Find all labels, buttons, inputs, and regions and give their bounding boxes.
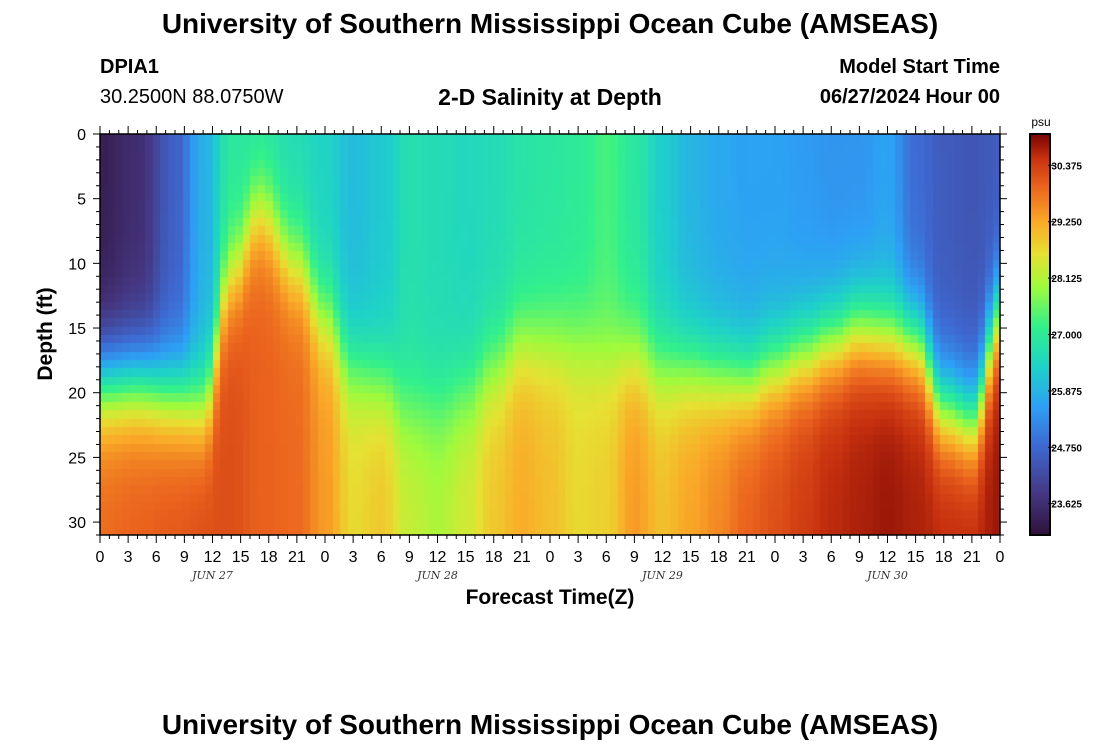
x-tick-label: 21: [288, 549, 306, 566]
y-tick-label: 10: [68, 256, 86, 273]
x-tick-label: 18: [935, 549, 953, 566]
x-tick-label: 9: [855, 549, 864, 566]
colorbar-units: psu: [1031, 115, 1050, 129]
x-tick-label: 3: [124, 549, 133, 566]
colorbar-border: [1029, 133, 1051, 536]
x-tick-label: 9: [630, 549, 639, 566]
date-label: JUN 29: [640, 569, 683, 582]
x-tick-label: 18: [710, 549, 728, 566]
x-tick-label: 0: [96, 549, 105, 566]
x-tick-label: 18: [260, 549, 278, 566]
x-tick-label: 15: [457, 549, 475, 566]
x-tick-label: 15: [682, 549, 700, 566]
x-tick-label: 0: [996, 549, 1005, 566]
date-label: JUN 30: [865, 569, 908, 582]
x-tick-label: 15: [232, 549, 250, 566]
x-tick-label: 21: [738, 549, 756, 566]
x-tick-label: 0: [546, 549, 555, 566]
page-title: University of Southern Mississippi Ocean…: [161, 8, 939, 39]
date-label: JUN 27: [190, 569, 233, 582]
y-tick-label: 30: [68, 515, 86, 532]
salinity-heatmap: [100, 134, 1000, 535]
x-tick-label: 12: [204, 549, 222, 566]
x-tick-label: 6: [377, 549, 386, 566]
y-tick-label: 25: [68, 450, 86, 467]
plot-border: [99, 133, 1001, 536]
chart-title: 2-D Salinity at Depth: [438, 84, 662, 110]
x-tick-label: 21: [963, 549, 981, 566]
x-tick-label: 3: [574, 549, 583, 566]
colorbar-ticks: 30.375 29.250 28.125 27.000 25.875 24.750 23.6…: [1048, 161, 1082, 511]
footer-title: University of Southern Mississippi Ocean…: [161, 709, 939, 740]
x-tick-label: 21: [513, 549, 531, 566]
y-axis-ticks: 0 5 10 15 20 25 30: [68, 127, 1007, 536]
x-tick-label: 6: [152, 549, 161, 566]
x-tick-label: 15: [907, 549, 925, 566]
x-tick-label: 3: [799, 549, 808, 566]
x-tick-label: 0: [771, 549, 780, 566]
model-start-value: 06/27/2024 Hour 00: [819, 86, 1000, 108]
x-tick-label: 12: [654, 549, 672, 566]
x-axis-ticks: 0 3 6 9 12 15 18 21 0 3 6 9 12 15 18 21 0 3 6 9 12 15 18 21 0 3 6 9…: [96, 126, 1005, 566]
x-tick-label: 18: [485, 549, 503, 566]
x-tick-label: 0: [321, 549, 330, 566]
model-start-label: Model Start Time: [839, 56, 1000, 78]
colorbar-tick-label: 27.000: [1051, 331, 1082, 342]
y-tick-label: 5: [77, 192, 86, 209]
colorbar-tick-label: 23.625: [1051, 500, 1082, 511]
colorbar-tick-label: 30.375: [1051, 161, 1082, 172]
colorbar-tick-label: 25.875: [1051, 387, 1082, 398]
y-tick-label: 0: [77, 127, 86, 144]
plot-frame: [99, 133, 1051, 536]
x-tick-label: 9: [405, 549, 414, 566]
colorbar-gradient: [1030, 134, 1050, 535]
date-labels: JUN 27 JUN 28 JUN 29 JUN 30: [190, 569, 908, 582]
x-tick-label: 6: [827, 549, 836, 566]
colorbar-tick-label: 29.250: [1051, 218, 1082, 229]
y-tick-label: 15: [68, 321, 86, 338]
y-axis-label: Depth (ft): [34, 287, 57, 380]
x-tick-label: 12: [429, 549, 447, 566]
colorbar-tick-label: 28.125: [1051, 274, 1082, 285]
x-tick-label: 3: [349, 549, 358, 566]
colorbar-tick-label: 24.750: [1051, 443, 1082, 454]
date-label: JUN 28: [415, 569, 458, 582]
station-id: DPIA1: [100, 56, 159, 78]
x-axis-label: Forecast Time(Z): [466, 586, 635, 609]
station-coordinates: 30.2500N 88.0750W: [100, 86, 284, 108]
y-tick-label: 20: [68, 386, 86, 403]
x-tick-label: 12: [879, 549, 897, 566]
x-tick-label: 9: [180, 549, 189, 566]
x-tick-label: 6: [602, 549, 611, 566]
